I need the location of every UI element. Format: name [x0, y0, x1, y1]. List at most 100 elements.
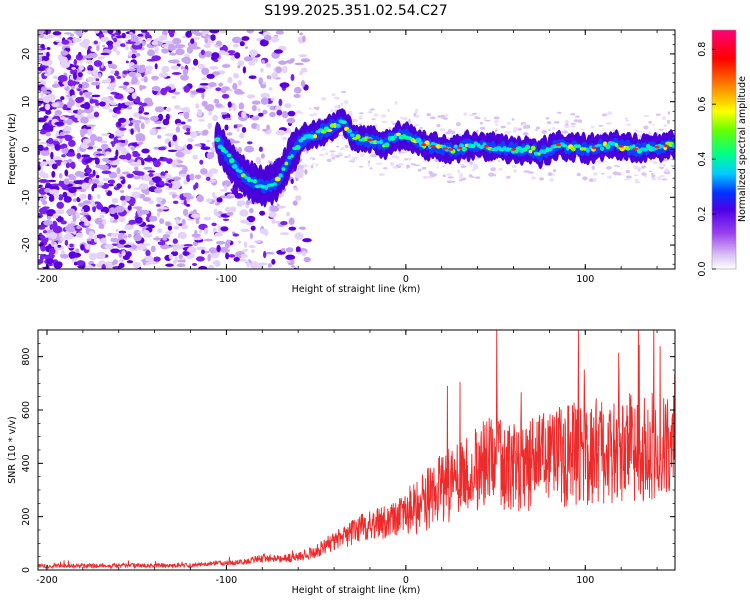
noise-blob	[40, 90, 44, 98]
noise-blob	[133, 206, 143, 209]
band-halo-blob	[659, 175, 665, 178]
noise-blob	[129, 161, 140, 167]
noise-blob	[212, 260, 221, 266]
noise-blob	[301, 250, 307, 257]
snr-series-line	[38, 330, 675, 570]
noise-blob	[149, 128, 157, 136]
noise-blob	[78, 96, 85, 102]
band-halo-blob	[458, 179, 463, 181]
noise-blob	[228, 53, 235, 56]
band-halo-blob	[468, 174, 473, 178]
noise-blob	[183, 199, 187, 206]
band-halo-blob	[331, 156, 335, 160]
noise-blob	[117, 102, 122, 111]
noise-blob	[177, 259, 186, 263]
noise-blob	[167, 149, 178, 152]
noise-blob	[157, 135, 162, 139]
noise-blob	[162, 237, 168, 241]
snr-x-ticks: -200 -100 0 100	[36, 330, 658, 586]
noise-blob	[205, 176, 211, 181]
noise-blob	[186, 174, 191, 182]
band-halo-blob	[607, 175, 612, 179]
noise-blob	[57, 75, 68, 82]
noise-blob	[224, 206, 231, 213]
band-halo-blob	[297, 165, 304, 169]
noise-blob	[213, 98, 220, 104]
noise-blob	[246, 260, 250, 268]
noise-blob	[251, 249, 255, 254]
band-halo-blob	[414, 108, 419, 112]
noise-blob	[45, 173, 49, 179]
noise-blob	[76, 260, 85, 266]
noise-blob	[138, 231, 147, 234]
noise-blob	[79, 91, 83, 96]
noise-blob	[74, 248, 80, 254]
noise-blob	[182, 149, 192, 155]
y-tick-label: 600	[21, 401, 32, 419]
noise-blob	[211, 52, 220, 60]
band-halo-blob	[442, 165, 447, 168]
noise-blob	[180, 121, 186, 125]
band-hot-spot	[629, 145, 633, 151]
noise-blob	[79, 129, 88, 134]
band-hot-spot	[274, 176, 281, 182]
noise-blob	[159, 34, 168, 41]
noise-blob	[104, 189, 109, 193]
band-halo-blob	[374, 123, 378, 127]
noise-blob	[80, 208, 85, 212]
noise-blob	[279, 82, 290, 88]
noise-blob	[123, 81, 130, 86]
noise-blob	[67, 223, 76, 227]
band-halo-blob	[565, 119, 569, 124]
noise-blob	[274, 221, 281, 224]
noise-blob	[243, 241, 248, 249]
noise-blob	[123, 244, 132, 248]
noise-blob	[290, 265, 296, 268]
noise-blob	[123, 195, 131, 202]
noise-blob	[266, 124, 270, 130]
noise-blob	[175, 218, 179, 225]
noise-blob	[150, 115, 159, 122]
band-halo-blob	[343, 156, 350, 158]
noise-blob	[285, 247, 294, 253]
noise-blob	[90, 81, 101, 86]
noise-blob	[128, 219, 137, 225]
noise-blob	[73, 180, 83, 185]
noise-blob	[117, 206, 122, 213]
noise-blob	[195, 88, 206, 93]
band-halo-blob	[334, 154, 340, 158]
noise-blob	[47, 137, 54, 145]
noise-blob	[46, 142, 54, 147]
noise-blob	[65, 162, 70, 169]
noise-blob	[114, 93, 124, 100]
band-hot-spot	[278, 173, 283, 178]
noise-blob	[117, 137, 123, 141]
noise-blob	[120, 176, 125, 180]
noise-blob	[164, 40, 173, 44]
noise-blob	[101, 218, 107, 226]
noise-blob	[200, 49, 205, 56]
noise-blob	[56, 135, 66, 139]
noise-blob	[198, 229, 203, 234]
noise-blob	[88, 173, 95, 178]
noise-blob	[112, 259, 118, 265]
noise-blob	[148, 172, 154, 177]
band-hot-spot	[223, 150, 229, 154]
noise-blob	[275, 66, 282, 74]
band-halo-blob	[381, 120, 388, 124]
noise-blob	[175, 126, 181, 133]
noise-blob	[146, 38, 152, 42]
noise-blob	[226, 211, 234, 216]
noise-blob	[135, 53, 141, 57]
noise-blob	[42, 123, 51, 131]
noise-blob	[186, 46, 193, 54]
noise-blob	[71, 67, 76, 70]
noise-blob	[150, 245, 156, 253]
noise-blob	[215, 87, 222, 92]
noise-blob	[55, 209, 65, 215]
noise-blob	[77, 88, 81, 91]
band-halo-blob	[451, 180, 456, 183]
noise-blob	[233, 103, 237, 111]
noise-blob	[281, 248, 286, 252]
noise-blob	[62, 191, 68, 198]
